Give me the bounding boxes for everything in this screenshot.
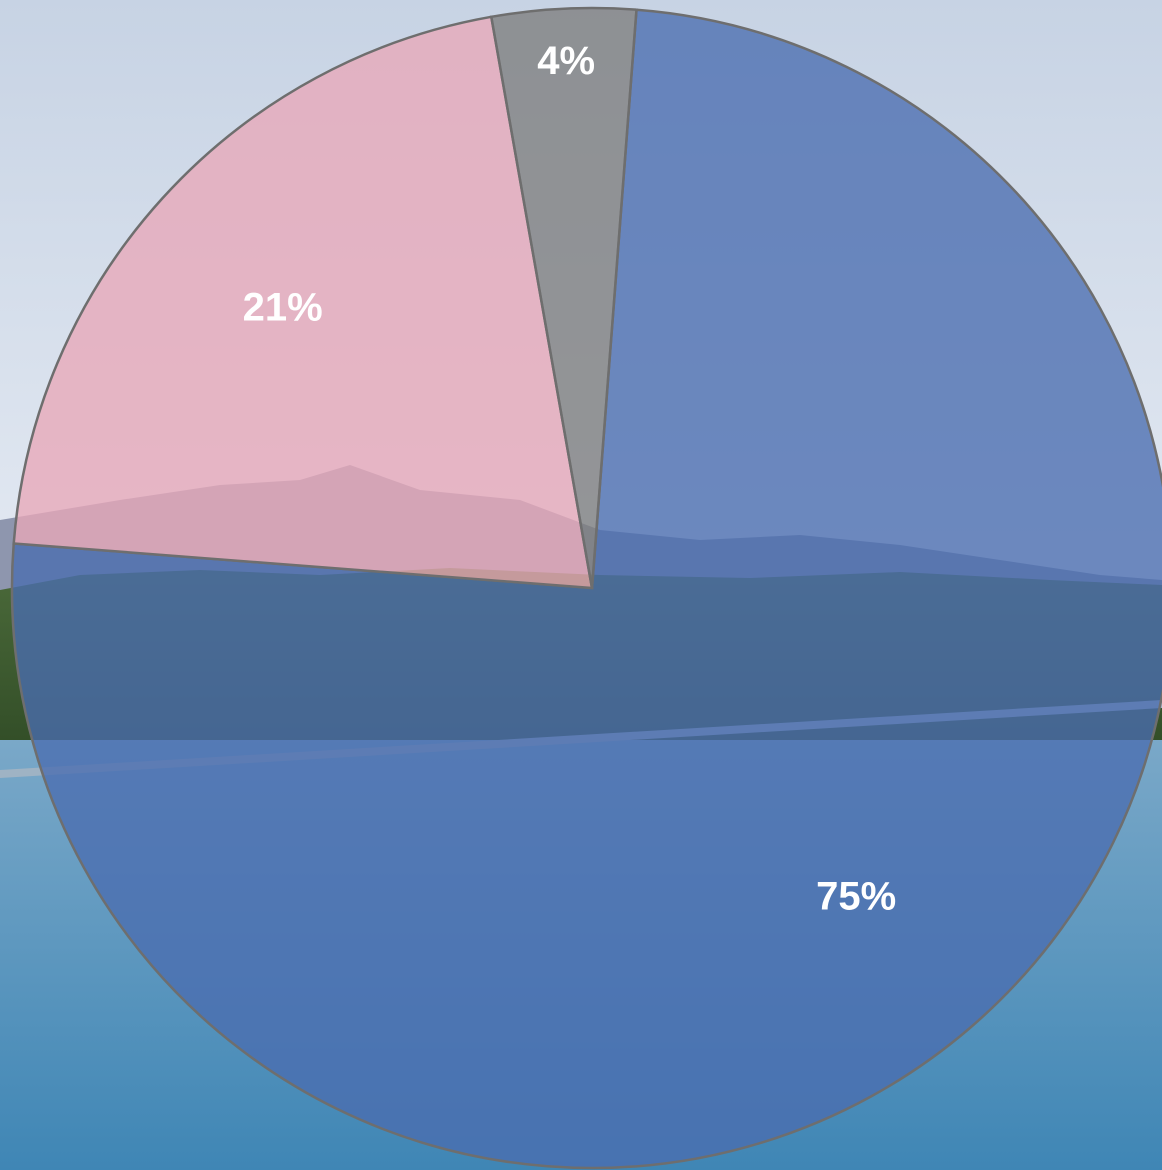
slice-label-21: 21% [243,285,323,329]
pie-labels: 75% 21% 4% [243,39,897,918]
pie-slices [10,6,1162,1170]
slice-label-4: 4% [537,39,595,83]
pie-slice-21 [12,15,594,590]
slice-label-75: 75% [816,874,896,918]
pie-slice-4 [489,6,638,589]
